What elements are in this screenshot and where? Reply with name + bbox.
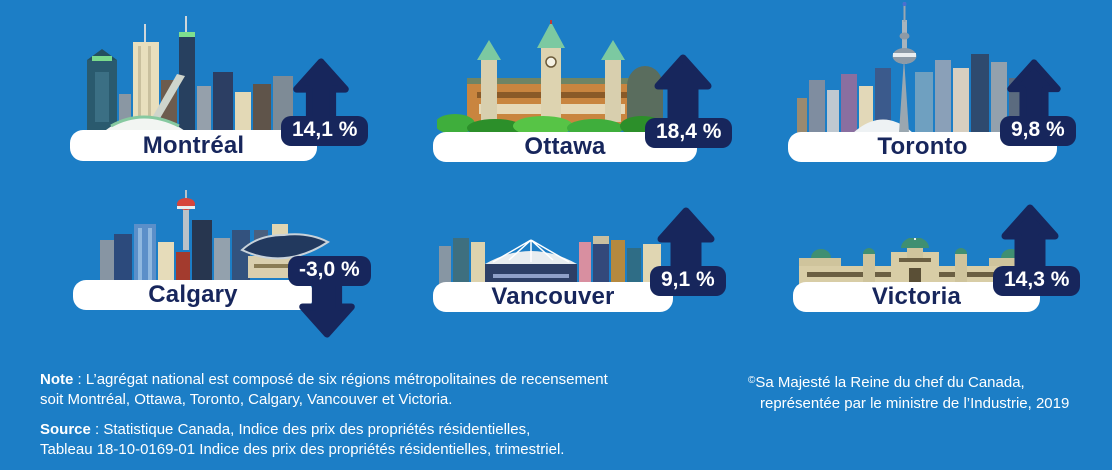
source-line1: : Statistique Canada, Indice des prix de…	[90, 421, 531, 438]
city-card-calgary: Calgary -3,0 %	[60, 185, 380, 350]
source-line2: Tableau 18-10-0169-01 Indice des prix de…	[40, 441, 565, 458]
city-card-toronto: Toronto 9,8 %	[780, 0, 1112, 165]
toronto-skyline-illustration	[797, 2, 1025, 133]
note-line2: soit Montréal, Ottawa, Toronto, Calgary,…	[40, 391, 453, 408]
montreal-value-badge: 14,1 %	[281, 116, 369, 146]
note-text: Note : L’agrégat national est composé de…	[40, 370, 690, 410]
ottawa-value-badge: 18,4 %	[645, 118, 733, 148]
vancouver-skyline-illustration	[439, 236, 661, 285]
copyright-line2: représentée par le ministre de l’Industr…	[760, 395, 1070, 412]
vancouver-label: Vancouver	[491, 283, 615, 310]
vancouver-value-badge: 9,1 %	[650, 266, 726, 296]
toronto-value-badge: 9,8 %	[1000, 116, 1076, 146]
city-card-montreal: Montréal 14,1 %	[60, 10, 380, 165]
victoria-label: Victoria	[871, 283, 962, 310]
ottawa-label: Ottawa	[524, 133, 606, 160]
city-card-victoria: Victoria 14,3 %	[780, 195, 1112, 350]
toronto-label: Toronto	[877, 133, 968, 160]
ottawa-parliament-illustration	[437, 20, 664, 134]
note-label: Note	[40, 371, 74, 388]
calgary-bar: Calgary	[73, 280, 313, 310]
city-card-ottawa: Ottawa 18,4 %	[420, 10, 740, 165]
montreal-label: Montréal	[142, 132, 245, 159]
note-line1: : L’agrégat national est composé de six …	[73, 371, 608, 388]
victoria-value-badge: 14,3 %	[993, 266, 1081, 296]
montreal-bar: Montréal	[70, 130, 317, 161]
toronto-bar: Toronto	[788, 132, 1057, 162]
calgary-value-badge: -3,0 %	[288, 256, 371, 286]
copyright-line1: Sa Majesté la Reine du chef du Canada,	[755, 374, 1025, 391]
copyright-text: ©Sa Majesté la Reine du chef du Canada, …	[748, 370, 1108, 414]
calgary-label: Calgary	[148, 281, 238, 308]
source-text: Source : Statistique Canada, Indice des …	[40, 420, 690, 460]
copyright-icon: ©	[748, 375, 756, 386]
montreal-skyline-illustration	[87, 16, 293, 134]
city-card-vancouver: Vancouver 9,1 %	[420, 195, 740, 350]
vancouver-bar: Vancouver	[433, 282, 673, 312]
source-label: Source	[40, 421, 91, 438]
calgary-skyline-illustration	[100, 190, 330, 283]
